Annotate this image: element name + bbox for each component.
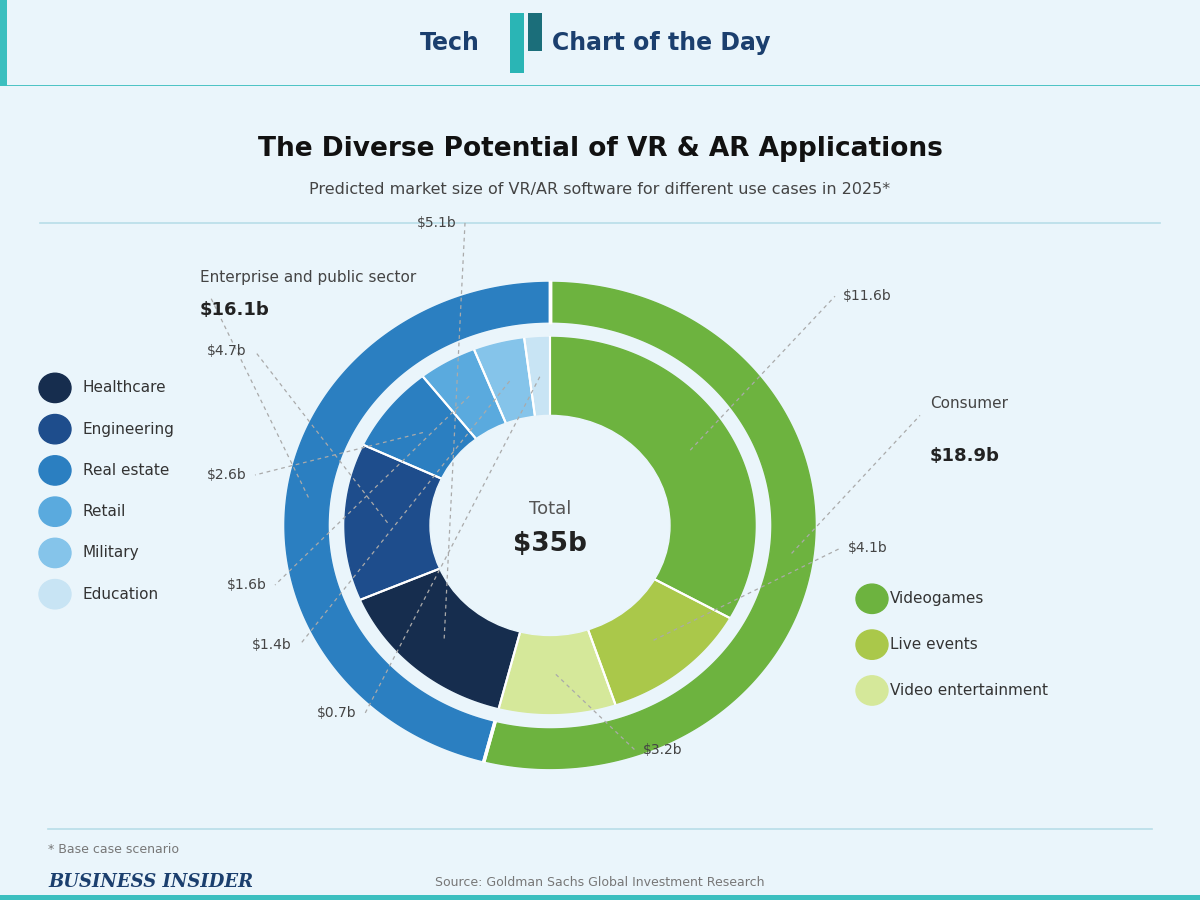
Text: Video entertainment: Video entertainment (890, 683, 1048, 698)
Circle shape (40, 374, 71, 402)
Circle shape (856, 630, 888, 660)
Polygon shape (499, 630, 616, 714)
Text: $2.6b: $2.6b (208, 468, 247, 482)
Text: $0.7b: $0.7b (317, 706, 358, 720)
Bar (510, 13, 524, 73)
Text: Consumer: Consumer (930, 396, 1008, 410)
Text: Military: Military (83, 545, 139, 561)
Text: Chart of the Day: Chart of the Day (552, 31, 770, 55)
Circle shape (856, 584, 888, 614)
Text: Education: Education (83, 587, 160, 602)
Circle shape (40, 497, 71, 526)
Polygon shape (588, 580, 728, 704)
Polygon shape (484, 283, 815, 769)
Polygon shape (361, 569, 520, 707)
Text: BUSINESS INSIDER: BUSINESS INSIDER (48, 873, 253, 891)
Text: Videogames: Videogames (890, 591, 984, 607)
Circle shape (856, 676, 888, 705)
Text: $11.6b: $11.6b (842, 289, 892, 303)
Text: Tech: Tech (420, 31, 480, 55)
Polygon shape (474, 339, 535, 423)
Bar (0, 896, 1200, 900)
Text: $16.1b: $16.1b (200, 301, 270, 319)
Text: $5.1b: $5.1b (418, 216, 457, 230)
Polygon shape (424, 351, 506, 439)
Polygon shape (346, 446, 442, 599)
Text: $18.9b: $18.9b (930, 447, 1000, 465)
Polygon shape (524, 338, 550, 417)
Text: $4.7b: $4.7b (208, 344, 247, 358)
Circle shape (40, 538, 71, 568)
Text: $35b: $35b (514, 531, 587, 557)
Circle shape (40, 580, 71, 609)
Text: Live events: Live events (890, 637, 978, 652)
Polygon shape (550, 338, 755, 617)
Text: $1.6b: $1.6b (227, 578, 266, 592)
Circle shape (430, 416, 670, 635)
Text: Retail: Retail (83, 504, 126, 519)
Text: $4.1b: $4.1b (848, 542, 888, 555)
Circle shape (40, 415, 71, 444)
Text: Source: Goldman Sachs Global Investment Research: Source: Goldman Sachs Global Investment … (436, 876, 764, 888)
Text: Enterprise and public sector: Enterprise and public sector (200, 270, 416, 285)
Polygon shape (286, 283, 550, 760)
Text: $3.2b: $3.2b (643, 743, 683, 757)
Text: Healthcare: Healthcare (83, 381, 167, 395)
Text: * Base case scenario: * Base case scenario (48, 843, 179, 856)
Polygon shape (365, 377, 476, 479)
Text: Total: Total (529, 500, 571, 518)
Text: Real estate: Real estate (83, 463, 169, 478)
Text: The Diverse Potential of VR & AR Applications: The Diverse Potential of VR & AR Applica… (258, 136, 942, 162)
Circle shape (40, 455, 71, 485)
Text: Engineering: Engineering (83, 422, 175, 436)
Text: $1.4b: $1.4b (252, 637, 292, 652)
Text: Predicted market size of VR/AR software for different use cases in 2025*: Predicted market size of VR/AR software … (310, 182, 890, 196)
Bar (528, 13, 542, 51)
Bar (0, 0, 7, 86)
